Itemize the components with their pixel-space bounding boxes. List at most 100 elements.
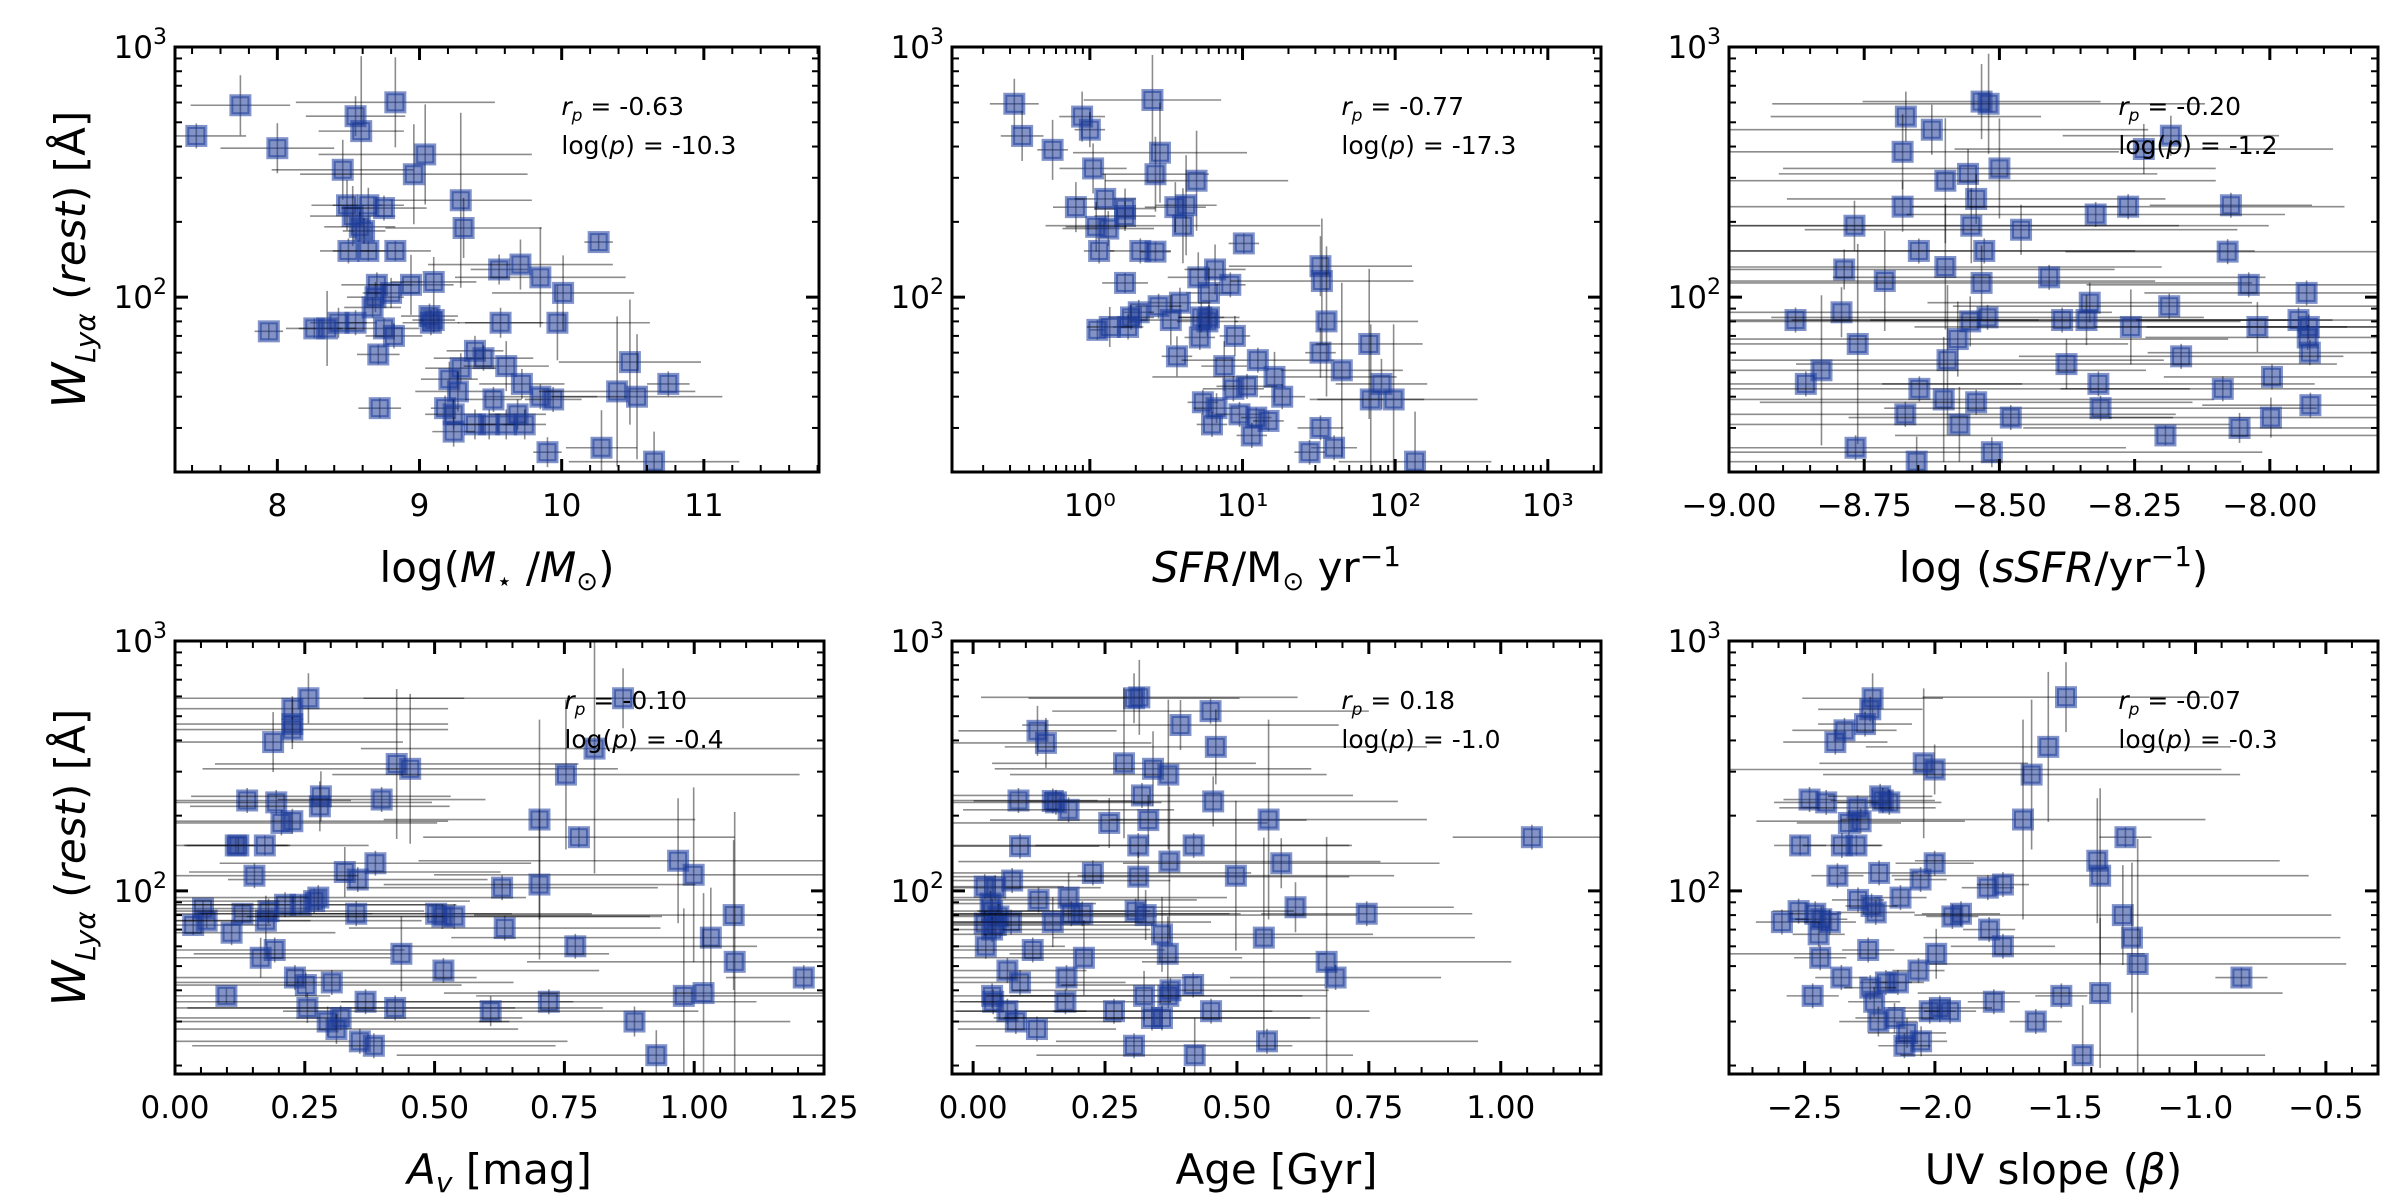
- data-point: [1729, 435, 2126, 461]
- data-point: [175, 717, 449, 743]
- data-point: [1848, 405, 2174, 431]
- data-point: [1729, 118, 2216, 244]
- data-point: [492, 255, 635, 331]
- square-marker: [587, 231, 610, 254]
- log-p-annotation: log(p) = -0.3: [2118, 725, 2277, 754]
- square-marker: [1988, 157, 2011, 180]
- square-marker: [402, 163, 425, 186]
- square-marker: [1027, 888, 1050, 911]
- square-marker: [2295, 281, 2318, 304]
- square-marker: [1324, 966, 1347, 989]
- square-marker: [1034, 731, 1057, 754]
- data-point: [1783, 729, 1888, 755]
- square-marker: [422, 309, 445, 332]
- square-marker: [1920, 118, 1943, 141]
- data-point: [952, 789, 1162, 815]
- data-point: [1022, 700, 1339, 751]
- data-point: [1028, 776, 1398, 827]
- square-marker: [1130, 784, 1153, 807]
- square-marker: [390, 942, 413, 965]
- x-tick-label: 10⁰: [1064, 488, 1116, 524]
- data-point: [952, 969, 1126, 995]
- square-marker: [645, 1044, 668, 1067]
- square-marker: [1236, 375, 1259, 398]
- square-marker: [1204, 735, 1227, 758]
- data-point: [271, 139, 414, 200]
- square-marker: [1976, 306, 1999, 329]
- square-marker: [294, 974, 317, 997]
- data-point: [2035, 983, 2088, 1009]
- square-marker: [1846, 332, 1869, 355]
- data-point: [1778, 148, 2158, 199]
- data-point: [2065, 239, 2378, 265]
- square-marker: [1980, 441, 2003, 464]
- square-marker: [1960, 214, 1983, 237]
- data-point: [952, 901, 1241, 927]
- data-point: [524, 386, 582, 412]
- square-marker: [1151, 1006, 1174, 1029]
- square-marker: [723, 950, 746, 973]
- square-marker: [1520, 826, 1543, 849]
- data-point: [391, 256, 477, 307]
- square-marker: [567, 826, 590, 849]
- data-point: [1309, 324, 1478, 472]
- square-marker: [1854, 713, 1877, 736]
- square-marker: [1102, 1000, 1125, 1023]
- data-point: [1083, 54, 1222, 146]
- data-point: [175, 863, 359, 889]
- square-marker: [1128, 686, 1151, 709]
- square-marker: [1175, 194, 1198, 217]
- square-marker: [1159, 309, 1182, 332]
- data-point: [175, 834, 369, 857]
- square-marker: [1857, 938, 1880, 961]
- square-marker: [1213, 355, 1236, 378]
- square-marker: [2089, 397, 2112, 420]
- x-tick-label: −1.5: [2028, 1090, 2103, 1126]
- data-point: [1261, 901, 1473, 927]
- square-marker: [1830, 966, 1853, 989]
- square-marker: [1784, 309, 1807, 332]
- square-marker: [443, 905, 466, 928]
- x-tick-label: 0.50: [1202, 1090, 1271, 1126]
- data-point: [1884, 395, 2317, 421]
- data-point: [952, 1009, 1122, 1035]
- x-tick-label: 0.00: [939, 1090, 1008, 1126]
- data-point: [503, 409, 547, 440]
- square-marker: [1932, 388, 1955, 411]
- data-points: [989, 54, 1492, 472]
- square-marker: [382, 324, 405, 347]
- data-point: [952, 897, 1212, 948]
- square-marker: [1949, 902, 1972, 925]
- square-marker: [1157, 763, 1180, 786]
- data-point: [1009, 916, 1327, 992]
- pearson-r-annotation: rp = -0.07: [2118, 686, 2241, 720]
- square-marker: [2050, 984, 2073, 1007]
- square-marker: [1165, 345, 1188, 368]
- data-point: [1729, 249, 2115, 290]
- data-point: [1294, 439, 1325, 465]
- square-marker: [1909, 868, 1932, 891]
- square-marker: [1977, 92, 2000, 115]
- square-marker: [2084, 203, 2107, 226]
- square-marker: [452, 216, 475, 239]
- square-marker: [2020, 763, 2043, 786]
- square-marker: [1830, 301, 1853, 324]
- data-point: [1059, 91, 1106, 142]
- data-point: [348, 915, 661, 941]
- square-marker: [1965, 187, 1988, 210]
- data-point: [1914, 289, 2348, 365]
- square-marker: [1936, 349, 1959, 372]
- square-marker: [1113, 752, 1136, 775]
- data-point: [1815, 965, 1868, 991]
- data-point: [1891, 788, 2309, 964]
- data-point: [1061, 972, 1326, 998]
- data-points: [175, 641, 824, 1074]
- square-marker: [331, 158, 354, 181]
- panel-mass: 8 9 10 11 102 103 rp = -0.63 log(p) = -10.3 log(…: [42, 25, 821, 597]
- square-marker: [1004, 1010, 1027, 1033]
- square-marker: [509, 253, 532, 276]
- data-point: [1155, 155, 1217, 256]
- square-marker: [528, 808, 551, 831]
- data-point: [190, 781, 450, 832]
- square-marker: [2299, 394, 2322, 417]
